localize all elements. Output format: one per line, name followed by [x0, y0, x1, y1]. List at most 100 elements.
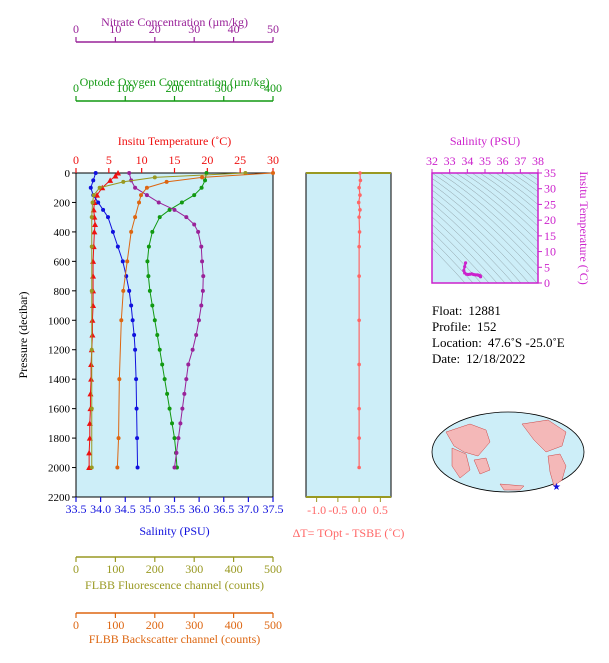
isopycnal-line: [439, 173, 538, 259]
nitrate-point: [144, 193, 149, 198]
fluorescence-point: [89, 215, 94, 220]
continent-shape: [473, 457, 491, 475]
ts-x-tick-label: 33: [444, 154, 456, 168]
isopycnal-line: [432, 177, 538, 276]
temperature-tick-label: 20: [201, 153, 213, 167]
pressure-axis-title: Pressure (decibar): [16, 292, 30, 379]
backscatter-point: [144, 185, 149, 190]
nitrate-point: [201, 274, 206, 279]
nitrate-point: [199, 303, 204, 308]
fluorescence-series-line: [91, 172, 246, 468]
ts-x-tick-label: 32: [426, 154, 438, 168]
salinity-point: [133, 347, 138, 352]
pressure-tick-label: 2000: [48, 463, 71, 475]
salinity-tick-label: 35.0: [139, 502, 160, 516]
isopycnal-line: [519, 173, 538, 186]
salinity-point: [134, 377, 139, 382]
oxygen-tick-label: 0: [73, 81, 79, 95]
salinity-tick-label: 35.5: [164, 502, 185, 516]
isopycnal-line: [432, 209, 506, 283]
oxygen-series-line: [146, 172, 208, 468]
salinity-point: [130, 318, 135, 323]
temperature-tick-label: 25: [234, 153, 246, 167]
isopycnal-line: [447, 173, 538, 251]
oxygen-point: [152, 318, 157, 323]
nitrate-point: [127, 171, 132, 175]
oxygen-point: [167, 207, 172, 212]
nitrate-point: [192, 222, 197, 227]
isopycnal-line: [432, 183, 538, 283]
oxygen-point: [165, 391, 170, 396]
ts-y-tick-label: 15: [544, 229, 556, 243]
isopycnal-line: [471, 173, 538, 227]
nitrate-point: [178, 421, 183, 426]
temperature-point: [112, 172, 119, 179]
ts-x-tick-label: 38: [532, 154, 544, 168]
nitrate-point: [194, 333, 199, 337]
temperature-point: [89, 332, 96, 338]
pressure-tick-label: 200: [54, 197, 71, 209]
backscatter-point: [139, 193, 144, 198]
delta-tick-label: -1.0: [307, 503, 326, 517]
salinity-axis-title: Salinity (PSU): [139, 524, 209, 538]
oxygen-tick-label: 100: [116, 81, 134, 95]
delta-point: [357, 215, 361, 219]
salinity-point: [106, 215, 111, 220]
fluorescence-axis-title: FLBB Fluorescence channel (counts): [85, 578, 264, 592]
temperature-point: [89, 317, 96, 323]
salinity-tick-label: 37.0: [238, 502, 259, 516]
backscatter-axis-title: FLBB Backscatter channel (counts): [89, 632, 261, 646]
ts-y-tick-label: 10: [544, 245, 556, 259]
oxygen-point: [199, 185, 204, 190]
oxygen-point: [160, 362, 165, 367]
fluorescence-point: [152, 175, 157, 180]
nitrate-point: [196, 318, 201, 323]
salinity-tick-label: 34.5: [115, 502, 136, 516]
salinity-point: [91, 178, 96, 183]
ts-y-tick-label: 0: [544, 276, 550, 290]
temperature-point: [91, 228, 98, 235]
salinity-point: [110, 229, 115, 234]
backscatter-point: [115, 465, 120, 470]
oxygen-point: [145, 259, 150, 264]
continent-shape: [521, 419, 567, 453]
backscatter-tick-label: 400: [225, 618, 243, 632]
nitrate-point: [172, 207, 177, 212]
fluorescence-tick-label: 300: [185, 562, 203, 576]
ts-y-tick-label: 25: [544, 197, 556, 211]
backscatter-point: [200, 175, 205, 180]
fluorescence-tick-label: 100: [106, 562, 124, 576]
oxygen-point: [150, 229, 155, 234]
nitrate-tick-label: 0: [73, 22, 79, 36]
nitrate-point: [184, 377, 189, 382]
salinity-point: [135, 465, 140, 470]
isopycnal-line: [527, 173, 538, 181]
salinity-tick-label: 33.5: [66, 502, 87, 516]
delta-point: [357, 185, 361, 190]
backscatter-tick-label: 100: [106, 618, 124, 632]
fluorescence-point: [243, 171, 248, 175]
salinity-point: [96, 200, 101, 205]
ts-x-tick-label: 37: [514, 154, 526, 168]
isopycnal-line: [479, 173, 538, 220]
isopycnal-line: [432, 247, 466, 283]
delta-point: [357, 436, 361, 440]
oxygen-point: [146, 274, 151, 279]
main-profile-chart: 0200400600800100012001400160018002000220…: [16, 15, 284, 646]
pressure-tick-label: 400: [54, 227, 71, 239]
isopycnal-line: [432, 195, 522, 283]
pressure-tick-label: 1000: [48, 315, 71, 327]
fluorescence-tick-label: 0: [73, 562, 79, 576]
ts-y-tick-label: 35: [544, 166, 556, 180]
world-map: ★: [431, 411, 585, 493]
oxygen-point: [147, 288, 152, 293]
delta-point: [357, 362, 361, 367]
backscatter-point: [125, 259, 130, 264]
location-info: Location: 47.6˚S -25.0˚E: [432, 335, 565, 350]
continent-shape: [547, 453, 567, 487]
ts-point: [462, 268, 466, 273]
backscatter-tick-label: 500: [264, 618, 282, 632]
oxygen-point: [192, 193, 197, 198]
